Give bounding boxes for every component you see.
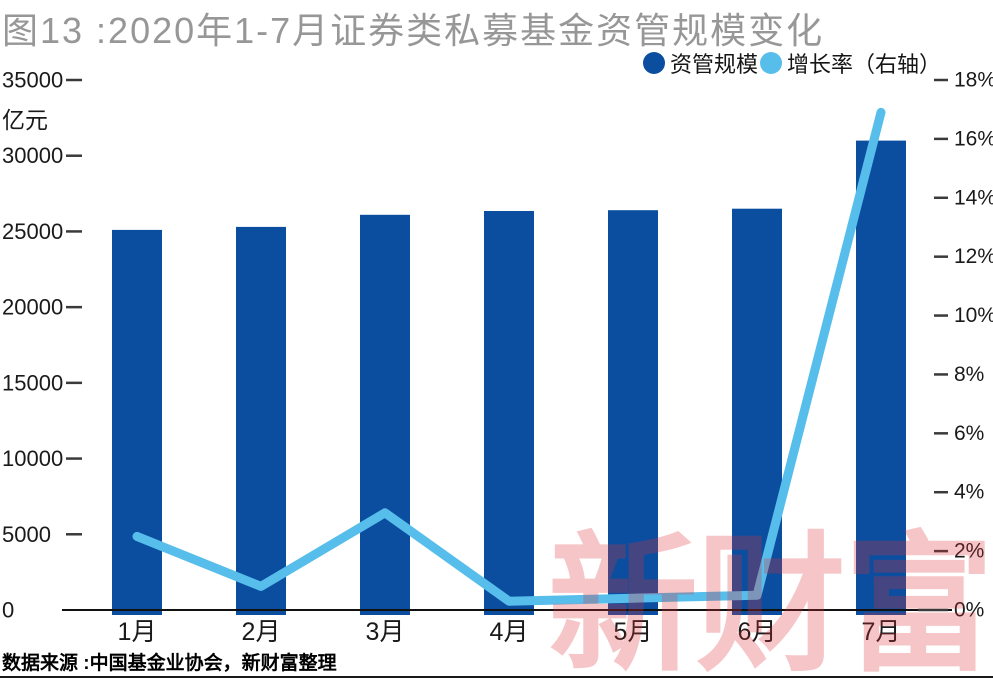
growth-legend-dot-icon bbox=[759, 52, 782, 74]
left-axis-label-15000: 15000 bbox=[2, 370, 63, 395]
right-axis-label-14: 14% bbox=[954, 186, 993, 209]
x-axis-label-2月: 2月 bbox=[242, 618, 281, 646]
left-axis-unit-label: 亿元 bbox=[2, 107, 48, 133]
bar-7月 bbox=[856, 140, 906, 615]
bar-3月 bbox=[360, 214, 410, 616]
x-axis-label-7月: 7月 bbox=[862, 618, 901, 646]
legend: 资管规模 增长率（右轴） bbox=[642, 47, 941, 79]
left-axis-label-0: 0 bbox=[2, 598, 14, 623]
left-axis-label-35000: 35000 bbox=[2, 68, 63, 93]
right-axis-label-16: 16% bbox=[954, 127, 993, 150]
legend-label-aum: 资管规模 bbox=[669, 52, 758, 77]
legend-item-growth: 增长率（右轴） bbox=[759, 47, 941, 79]
source-note: 数据来源 :中国基金业协会，新财富整理 bbox=[2, 653, 337, 674]
figure-title: 图13 :2020年1-7月证券类私募基金资管规模变化 bbox=[2, 10, 825, 51]
right-axis-label-8: 8% bbox=[954, 363, 984, 386]
right-axis-label-6: 6% bbox=[954, 422, 984, 445]
right-axis-label-18: 18% bbox=[954, 69, 993, 92]
legend-item-aum: 资管规模 bbox=[642, 47, 758, 79]
aum-legend-dot-icon bbox=[642, 52, 665, 74]
bar-4月 bbox=[484, 211, 534, 615]
bar-6月 bbox=[732, 208, 782, 615]
x-axis-label-5月: 5月 bbox=[614, 618, 653, 646]
left-axis-label-20000: 20000 bbox=[2, 295, 63, 320]
legend-label-growth: 增长率（右轴） bbox=[786, 52, 941, 77]
bar-1月 bbox=[112, 229, 162, 615]
x-axis-label-4月: 4月 bbox=[490, 618, 529, 646]
bottom-rule bbox=[0, 676, 993, 678]
right-axis-label-12: 12% bbox=[954, 245, 993, 268]
right-axis-label-10: 10% bbox=[954, 304, 993, 327]
right-axis-label-0: 0% bbox=[954, 599, 984, 622]
bar-2月 bbox=[236, 226, 286, 615]
left-axis-label-10000: 10000 bbox=[2, 446, 63, 471]
growth-rate-line bbox=[132, 107, 886, 606]
left-axis-label-30000: 30000 bbox=[2, 143, 63, 168]
right-axis-label-2: 2% bbox=[954, 540, 984, 563]
bar-5月 bbox=[608, 210, 658, 615]
x-axis-label-1月: 1月 bbox=[118, 618, 157, 646]
right-axis-label-4: 4% bbox=[954, 481, 984, 504]
left-axis-label-5000: 5000 bbox=[2, 522, 51, 547]
x-axis-label-6月: 6月 bbox=[738, 618, 777, 646]
x-axis-label-3月: 3月 bbox=[366, 618, 405, 646]
left-axis-label-25000: 25000 bbox=[2, 219, 63, 244]
